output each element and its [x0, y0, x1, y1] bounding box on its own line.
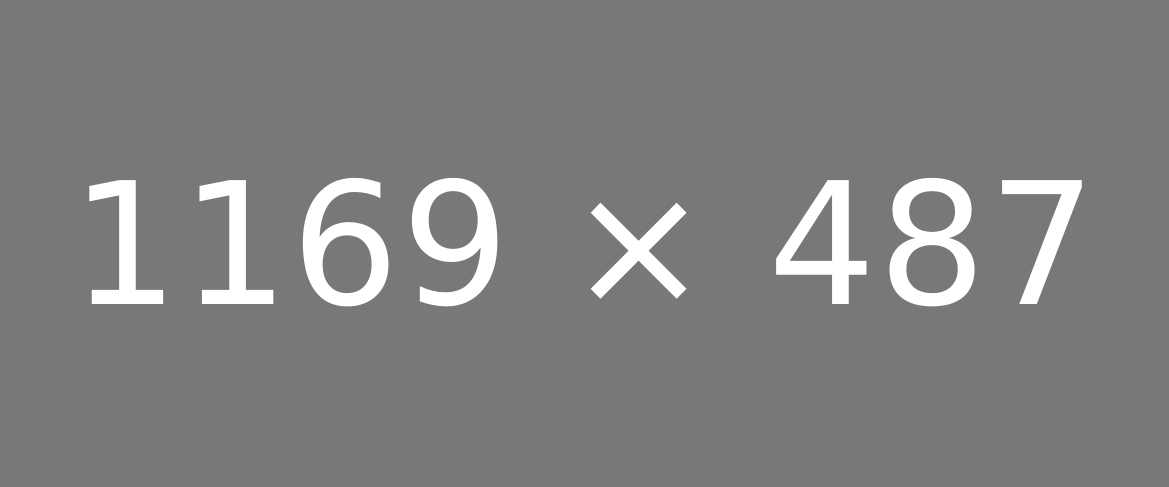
dimensions-label: 1169 × 487 [70, 146, 1099, 345]
